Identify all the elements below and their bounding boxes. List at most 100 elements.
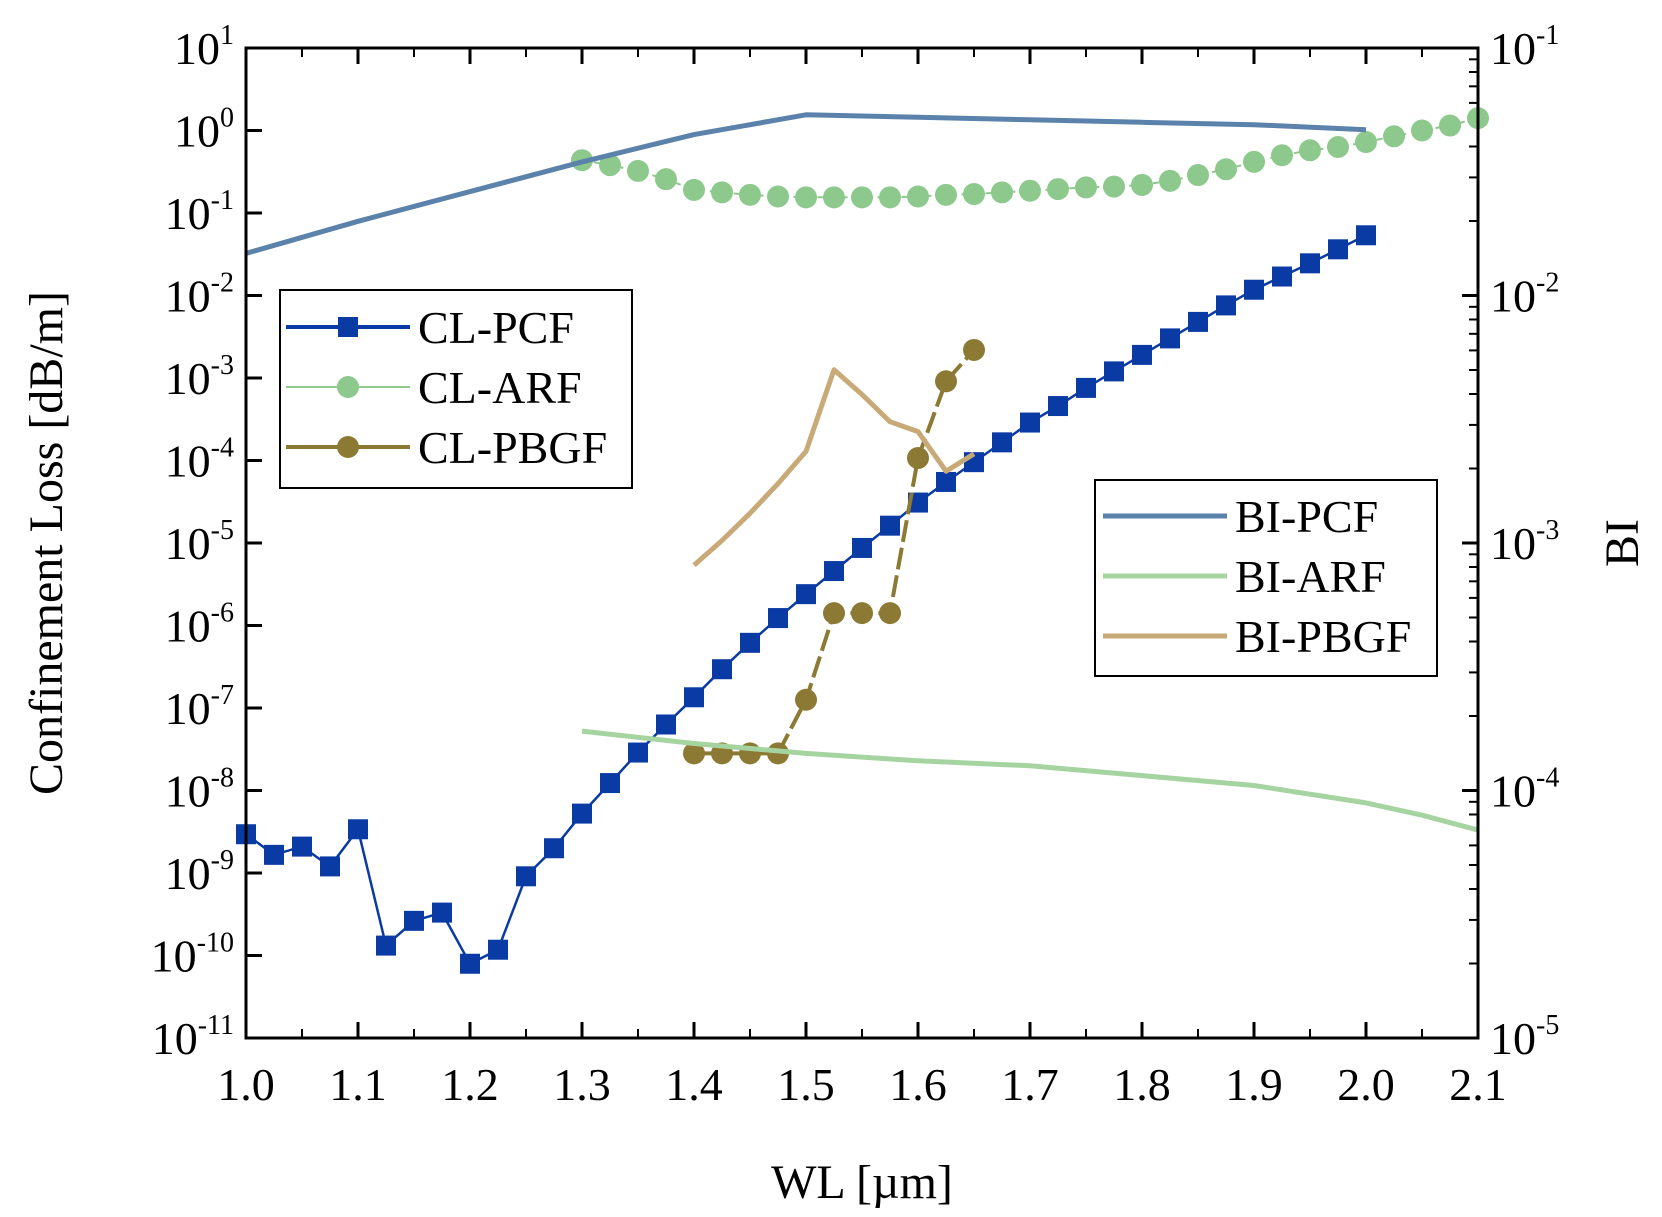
cl-arf-point <box>1103 175 1125 198</box>
cl-arf-point <box>907 185 929 208</box>
cl-arf-point <box>1243 150 1265 173</box>
cl-arf-point <box>739 183 761 206</box>
y-right-tick-label: 10-5 <box>1490 1010 1559 1064</box>
legend-cl-pcf-marker <box>338 317 358 337</box>
cl-arf-point <box>935 183 957 206</box>
x-tick-label: 1.1 <box>329 1059 387 1110</box>
cl-arf-point <box>991 181 1013 204</box>
bi-pbgf-line <box>692 367 976 568</box>
cl-pcf-point <box>936 471 956 492</box>
cl-pcf-point <box>460 953 480 974</box>
y-left-axis-title: Confinement Loss [dB/m] <box>20 291 73 795</box>
cl-pcf-point <box>1104 361 1124 382</box>
x-tick-label: 2.0 <box>1337 1059 1395 1110</box>
y-right-axis-title: BI <box>1596 519 1649 567</box>
cl-arf-point <box>1019 179 1041 202</box>
cl-pcf-point <box>824 561 844 582</box>
x-tick-label: 1.0 <box>217 1059 275 1110</box>
legend-cl-pcf-label: CL-PCF <box>418 302 574 353</box>
cl-arf-point <box>823 186 845 209</box>
x-tick-label: 1.5 <box>777 1059 835 1110</box>
legend-bi-pcf-label: BI-PCF <box>1235 491 1378 542</box>
cl-arf-point <box>1327 136 1349 158</box>
cl-pcf-point <box>320 856 340 877</box>
cl-pcf-point <box>432 902 452 923</box>
x-tick-label: 1.4 <box>665 1059 723 1110</box>
cl-pcf-point <box>376 935 396 956</box>
cl-pcf-point <box>684 687 704 708</box>
y-left-tick-label: 10-5 <box>165 515 234 569</box>
cl-pcf-point <box>1328 239 1348 260</box>
legend-bi-pbgf-label: BI-PBGF <box>1235 611 1411 662</box>
y-left-tick-label: 100 <box>174 103 234 157</box>
cl-arf-point <box>599 154 621 177</box>
y-left-tick-label: 10-11 <box>152 1010 234 1064</box>
legend-left: CL-PCF CL-ARF CL-PBGF <box>279 289 633 489</box>
cl-pcf-point <box>628 742 648 763</box>
cl-pcf-point <box>544 838 564 859</box>
cl-arf-point <box>655 168 677 191</box>
cl-arf-point <box>1271 144 1293 167</box>
x-tick-label: 1.7 <box>1001 1059 1059 1110</box>
cl-pcf-point <box>264 844 284 865</box>
cl-arf-point <box>1439 114 1461 137</box>
cl-arf-point <box>1299 139 1321 162</box>
y-right-tick-label: 10-4 <box>1490 763 1559 817</box>
cl-arf-point <box>683 178 705 201</box>
cl-arf-point <box>1411 119 1433 142</box>
cl-pcf-point <box>516 866 536 887</box>
cl-arf-point <box>1131 173 1153 196</box>
cl-pbgf-point <box>963 338 985 361</box>
cl-arf-point <box>851 186 873 209</box>
cl-pcf-point <box>1048 396 1068 417</box>
y-left-tick-label: 101 <box>174 20 234 74</box>
cl-pcf-point <box>1020 412 1040 433</box>
x-tick-label: 1.6 <box>889 1059 947 1110</box>
cl-arf-point <box>963 183 985 206</box>
legend-bi-arf-label: BI-ARF <box>1235 551 1386 602</box>
cl-pcf-point <box>740 632 760 653</box>
cl-pbgf-point <box>907 447 929 470</box>
legend-cl-arf-label: CL-ARF <box>418 362 582 413</box>
legend-cl-arf-marker <box>337 376 359 398</box>
cl-arf-point <box>1159 169 1181 192</box>
y-left-tick-label: 10-3 <box>165 350 234 404</box>
cl-pcf-point <box>1188 311 1208 332</box>
cl-pcf-point <box>488 939 508 960</box>
axes: 1.0 1.1 1.2 1.3 1.4 1.5 1.6 1.7 1.8 1.9 2.0 2.1 101 1… <box>151 20 1560 1110</box>
cl-arf-point <box>1383 125 1405 148</box>
cl-pcf-point <box>768 608 788 629</box>
legend-cl-pbgf-label: CL-PBGF <box>418 422 607 473</box>
y-left-tick-label: 10-4 <box>165 433 234 487</box>
cl-pbgf-point <box>879 602 901 625</box>
cl-pcf-point <box>600 773 620 794</box>
cl-pbgf-point <box>683 742 705 765</box>
y-left-tick-label: 10-2 <box>165 268 234 322</box>
cl-pcf-point <box>1356 225 1376 246</box>
cl-pcf-point <box>1216 295 1236 316</box>
cl-pbgf-line <box>694 348 976 756</box>
cl-arf-point <box>1187 164 1209 187</box>
plot-series <box>236 107 1489 974</box>
cl-pcf-point <box>992 432 1012 453</box>
cl-pcf-point <box>1244 279 1264 300</box>
bi-pcf-line <box>245 112 1367 256</box>
cl-arf-point <box>627 159 649 182</box>
y-right-tick-label: 10-2 <box>1490 268 1559 322</box>
legend-right: BI-PCF BI-ARF BI-PBGF <box>1094 479 1438 677</box>
cl-pcf-point <box>292 836 312 857</box>
y-right-tick-label: 10-3 <box>1490 515 1559 569</box>
y-left-tick-label: 10-7 <box>165 680 234 734</box>
cl-pcf-point <box>908 492 928 513</box>
cl-arf-point <box>711 181 733 204</box>
cl-pcf-point <box>404 910 424 931</box>
y-left-tick-label: 10-6 <box>165 598 234 652</box>
cl-arf-point <box>767 185 789 208</box>
x-axis-title: WL [µm] <box>771 1156 953 1209</box>
cl-pcf-point <box>1076 377 1096 398</box>
cl-pcf-point <box>1160 328 1180 349</box>
cl-pcf-point <box>348 819 368 840</box>
y-right-tick-label: 10-1 <box>1490 20 1559 74</box>
cl-arf-point <box>795 186 817 209</box>
